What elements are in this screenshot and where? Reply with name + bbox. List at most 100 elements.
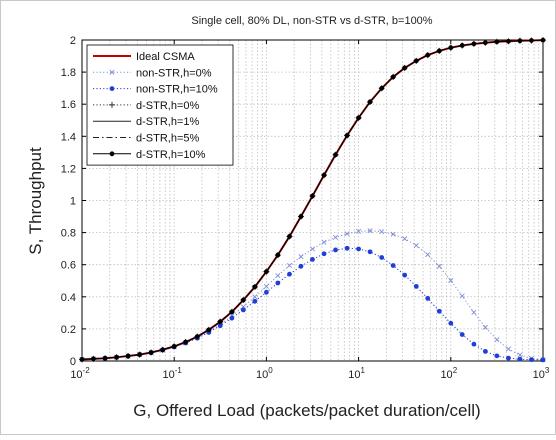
data-point <box>471 309 477 315</box>
data-point <box>252 298 258 304</box>
data-point <box>413 283 419 289</box>
data-point <box>494 39 500 45</box>
data-point <box>287 234 292 239</box>
data-point <box>114 354 119 360</box>
data-point <box>471 341 477 347</box>
series-d-str-h-10 <box>79 37 546 362</box>
data-point <box>287 271 292 277</box>
legend-marker <box>109 69 115 75</box>
y-tick-label: 0.2 <box>61 324 76 336</box>
data-point <box>286 262 293 269</box>
data-point <box>344 231 350 237</box>
data-point <box>448 45 454 51</box>
y-tick-label: 1 <box>70 196 76 208</box>
data-point <box>506 355 511 361</box>
data-point <box>517 356 523 362</box>
y-tick-label: 2 <box>70 35 76 47</box>
series-group <box>79 37 546 363</box>
data-point <box>321 172 327 178</box>
data-point <box>91 356 96 362</box>
data-point <box>275 280 281 286</box>
data-point <box>183 339 189 345</box>
data-point <box>379 229 385 235</box>
data-point <box>252 284 258 290</box>
data-point <box>448 320 454 326</box>
data-point <box>425 296 431 301</box>
data-point <box>459 293 465 299</box>
data-point <box>506 38 511 44</box>
x-axis-label: G, Offered Load (packets/packet duration… <box>133 401 480 420</box>
y-tick-label: 0.8 <box>61 228 76 240</box>
data-point <box>529 357 534 363</box>
y-axis-label: S, Throughput <box>26 147 45 255</box>
series-line <box>81 230 544 361</box>
data-point <box>425 52 431 58</box>
data-point <box>252 294 258 300</box>
data-point <box>333 247 338 253</box>
data-point <box>390 74 396 80</box>
data-point <box>344 245 350 251</box>
data-point <box>436 48 442 54</box>
data-point <box>321 251 327 257</box>
data-point <box>194 334 200 340</box>
data-point <box>517 352 523 358</box>
data-point <box>298 254 304 260</box>
legend-marker <box>109 86 115 91</box>
data-point <box>494 353 500 359</box>
y-tick-label: 0 <box>70 356 76 368</box>
data-point <box>540 357 546 363</box>
data-point <box>413 58 419 64</box>
data-point <box>171 343 177 349</box>
data-point <box>425 252 431 258</box>
data-point <box>517 38 523 44</box>
data-point <box>402 272 408 278</box>
legend-marker <box>109 151 115 157</box>
data-point <box>102 355 108 361</box>
legend: Ideal CSMA non-STR,h=0% non-STR,h=10% d-STR… <box>86 44 234 166</box>
data-point <box>321 239 327 245</box>
data-point <box>264 269 269 275</box>
data-point <box>390 231 396 237</box>
data-point <box>459 332 465 337</box>
data-point <box>413 242 419 248</box>
legend-label: d-STR,h=0% <box>136 100 199 112</box>
data-point <box>436 263 442 269</box>
data-point <box>206 327 212 333</box>
y-tick-label: 0.4 <box>61 292 76 304</box>
data-point <box>482 40 488 46</box>
data-point <box>217 319 223 325</box>
data-point <box>240 307 246 313</box>
data-point <box>540 37 546 43</box>
data-point <box>402 236 408 242</box>
data-point <box>125 353 131 359</box>
data-point <box>482 348 488 354</box>
data-point <box>275 273 281 279</box>
y-tick-label: 1.8 <box>61 67 76 79</box>
data-point <box>436 308 442 314</box>
data-point <box>379 85 385 91</box>
data-point <box>264 289 269 295</box>
y-tick-label: 0.6 <box>61 260 76 272</box>
data-point <box>471 41 477 47</box>
data-point <box>229 315 235 321</box>
data-point <box>333 152 338 158</box>
data-point <box>529 38 534 43</box>
data-point <box>356 228 362 234</box>
legend-label: Ideal CSMA <box>136 51 195 63</box>
legend-label: d-STR,h=5% <box>136 133 199 145</box>
data-point <box>309 246 315 252</box>
data-point <box>217 323 223 329</box>
legend-label: non-STR,h=0% <box>136 67 212 79</box>
y-tick-label: 1.6 <box>61 99 76 111</box>
data-point <box>494 337 500 343</box>
data-point <box>160 347 166 353</box>
legend-label: non-STR,h=10% <box>136 84 218 96</box>
data-point <box>505 346 511 352</box>
data-point <box>367 99 373 105</box>
data-point <box>275 252 281 258</box>
data-point <box>148 350 154 355</box>
